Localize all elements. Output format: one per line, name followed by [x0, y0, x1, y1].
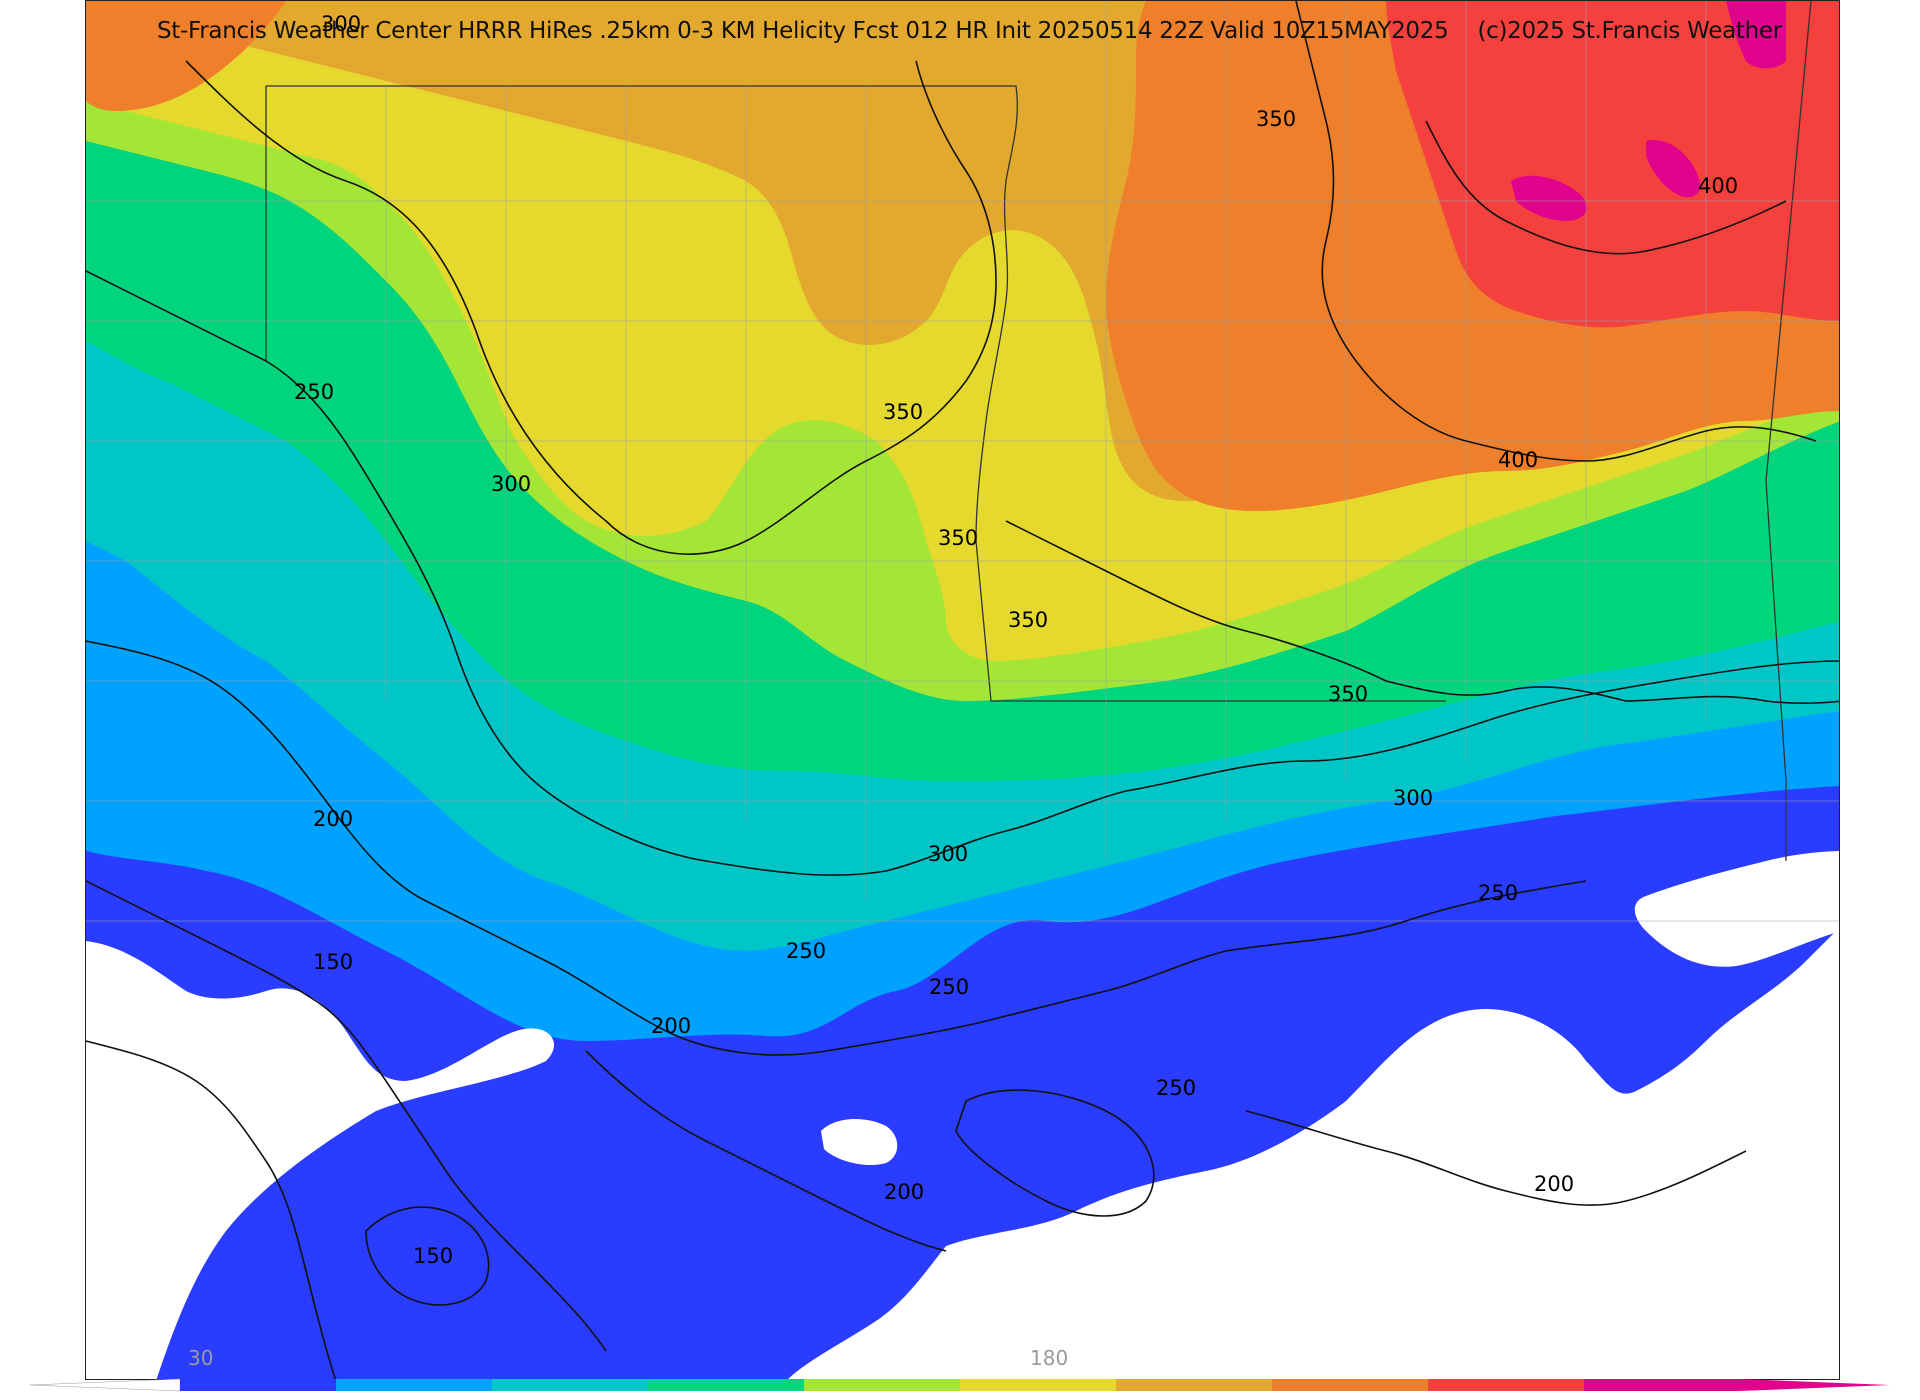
colorbar-arrow-low: [30, 1378, 181, 1392]
helicity-contours: [86, 1, 1839, 1379]
colorbar-segment: [1584, 1379, 1741, 1391]
map-title: St-Francis Weather Center HRRR HiRes .25…: [157, 18, 1804, 44]
contour-label: 250: [1156, 1076, 1196, 1100]
contour-label: 400: [1498, 448, 1538, 472]
band-orange-nw: [86, 1, 286, 111]
title-text: St-Francis Weather Center HRRR HiRes .25…: [157, 18, 1449, 44]
contour-label: 250: [294, 380, 334, 404]
contour-label: 300: [1393, 786, 1433, 810]
contour-label: 250: [1478, 881, 1518, 905]
contour-label: 350: [1328, 682, 1368, 706]
band-red: [1386, 1, 1839, 328]
colorbar-segment: [960, 1379, 1117, 1391]
contour-label: 350: [1008, 608, 1048, 632]
contour-label: 400: [1698, 174, 1738, 198]
contour-label: 300: [321, 12, 361, 36]
colorbar-segment: [648, 1379, 805, 1391]
contour-label: 350: [938, 526, 978, 550]
contour-label: 300: [928, 842, 968, 866]
colorbar-tick-low: 30: [188, 1346, 214, 1370]
band-white-se: [788, 928, 1839, 1379]
contour-label: 200: [884, 1180, 924, 1204]
contour-label: 200: [651, 1014, 691, 1038]
colorbar-segment: [336, 1379, 493, 1391]
colorbar-segment: [492, 1379, 649, 1391]
contour-label: 150: [313, 950, 353, 974]
county-lines: [86, 1, 1839, 922]
contour-label: 300: [491, 472, 531, 496]
contour-label: 250: [786, 939, 826, 963]
colorbar-arrow-high: [1740, 1379, 1890, 1391]
contour-label: 250: [929, 975, 969, 999]
colorbar-segment: [1428, 1379, 1585, 1391]
band-white-sw: [86, 941, 555, 1379]
contour-label: 200: [313, 807, 353, 831]
contour-label: 350: [1256, 107, 1296, 131]
colorbar-tick-mid: 180: [1030, 1346, 1069, 1370]
contour-label: 350: [883, 400, 923, 424]
colorbar: [30, 1378, 1890, 1392]
contour-label: 150: [413, 1244, 453, 1268]
contour-label: 200: [1534, 1172, 1574, 1196]
band-magenta: [1511, 1, 1786, 221]
helicity-map: 300 350 400 250 300 350 350 350 400 350 …: [85, 0, 1840, 1380]
colorbar-segment: [180, 1379, 337, 1391]
contour-labels: 300 350 400 250 300 350 350 350 400 350 …: [294, 12, 1738, 1268]
colorbar-segment: [1272, 1379, 1429, 1391]
colorbar-segments: [30, 1378, 1890, 1392]
colorbar-segment: [804, 1379, 961, 1391]
state-boundaries: [265, 1, 1812, 861]
helicity-field: 300 350 400 250 300 350 350 350 400 350 …: [86, 1, 1839, 1379]
island-white: [821, 1119, 898, 1166]
colorbar-segment: [1116, 1379, 1273, 1391]
copyright-text: (c)2025 St.Francis Weather: [1477, 18, 1782, 44]
band-white-e: [1634, 851, 1839, 967]
